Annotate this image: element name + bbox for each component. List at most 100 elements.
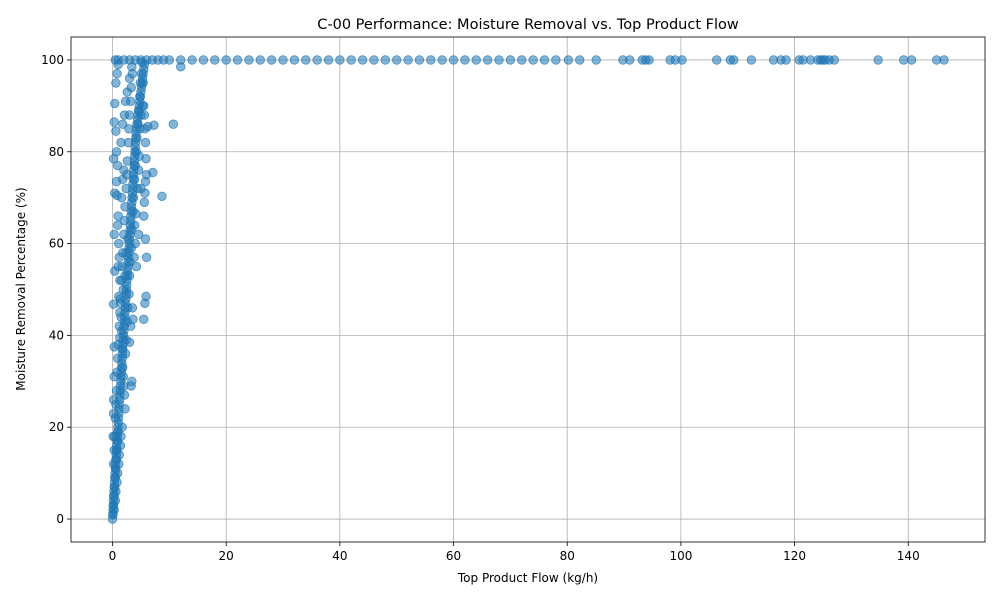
data-point [873, 55, 883, 65]
data-point [278, 55, 288, 65]
data-point [118, 119, 128, 129]
data-point [255, 55, 265, 65]
data-point [528, 55, 538, 65]
data-point [108, 408, 119, 419]
data-point [244, 55, 254, 65]
y-tick-label: 100 [41, 53, 64, 67]
data-point [939, 55, 949, 65]
data-point [369, 55, 379, 65]
data-point [112, 160, 123, 171]
data-point [120, 96, 131, 106]
data-point [141, 252, 152, 263]
data-point [448, 55, 459, 65]
x-tick-label: 140 [897, 549, 920, 563]
x-tick-label: 100 [669, 549, 692, 563]
y-axis-ticks: 0 20 40 60 80 100 [41, 53, 71, 526]
data-point [187, 55, 197, 65]
data-point [111, 126, 121, 136]
data-point [118, 284, 128, 295]
data-point [116, 192, 127, 203]
data-point [563, 55, 574, 65]
data-point [149, 120, 159, 130]
data-point [115, 298, 126, 308]
data-point [115, 440, 126, 451]
data-point [335, 55, 345, 65]
data-point [426, 55, 436, 65]
y-tick-label: 20 [49, 420, 64, 434]
data-point [112, 353, 123, 364]
data-point [111, 147, 122, 157]
data-point [494, 55, 504, 65]
data-point [117, 422, 127, 432]
data-point [139, 314, 149, 325]
data-point [110, 98, 120, 109]
data-point [140, 137, 151, 148]
data-point [232, 55, 243, 65]
data-point [403, 55, 413, 65]
data-point [108, 431, 118, 442]
data-point [124, 124, 134, 134]
data-point [129, 174, 140, 185]
data-point [113, 261, 123, 272]
data-point [134, 151, 144, 162]
data-point [712, 55, 722, 65]
data-point [131, 209, 141, 219]
x-tick-label: 0 [109, 549, 117, 563]
data-point [591, 55, 601, 65]
data-point [120, 404, 130, 414]
data-point [125, 321, 136, 331]
data-point [116, 312, 126, 322]
y-axis-label: Moisture Removal Percentage (%) [14, 187, 28, 390]
data-point [829, 55, 840, 65]
data-point [109, 117, 119, 127]
data-point [346, 55, 356, 65]
data-point [108, 394, 119, 405]
data-point [575, 55, 585, 65]
data-point [109, 505, 119, 515]
data-point [129, 252, 139, 263]
data-point [266, 55, 277, 65]
data-point [312, 55, 322, 65]
data-point [482, 55, 493, 65]
data-point [380, 55, 391, 65]
data-point [136, 183, 146, 194]
data-point [113, 211, 123, 221]
chart-title: C-00 Performance: Moisture Removal vs. T… [317, 17, 739, 33]
data-point [133, 165, 144, 175]
data-point [136, 69, 147, 79]
data-point [148, 167, 158, 178]
y-tick-label: 80 [49, 145, 64, 159]
data-point [677, 55, 687, 65]
data-point [157, 191, 167, 202]
y-tick-label: 60 [49, 237, 64, 251]
data-point [127, 303, 138, 313]
data-point [221, 55, 231, 65]
data-point [140, 234, 151, 244]
data-point [140, 298, 150, 308]
plot-frame [70, 36, 986, 543]
scatter-points [107, 55, 949, 524]
data-point [111, 486, 121, 497]
x-tick-label: 120 [783, 549, 806, 563]
data-point [109, 229, 119, 240]
data-point [121, 183, 131, 194]
data-point [118, 372, 128, 382]
data-point [357, 55, 368, 65]
data-point [124, 337, 135, 347]
data-point [124, 73, 135, 84]
data-point [301, 55, 311, 65]
data-point [289, 55, 300, 65]
data-point [176, 55, 186, 65]
data-point [135, 124, 145, 134]
data-point [126, 381, 136, 391]
data-point [644, 55, 654, 65]
data-point [539, 55, 550, 65]
data-point [112, 477, 122, 488]
data-point [111, 78, 121, 88]
data-point [136, 110, 146, 120]
data-point [139, 197, 150, 207]
data-point [109, 372, 119, 382]
data-point [210, 55, 220, 65]
data-point [109, 342, 119, 352]
data-point [164, 55, 175, 65]
